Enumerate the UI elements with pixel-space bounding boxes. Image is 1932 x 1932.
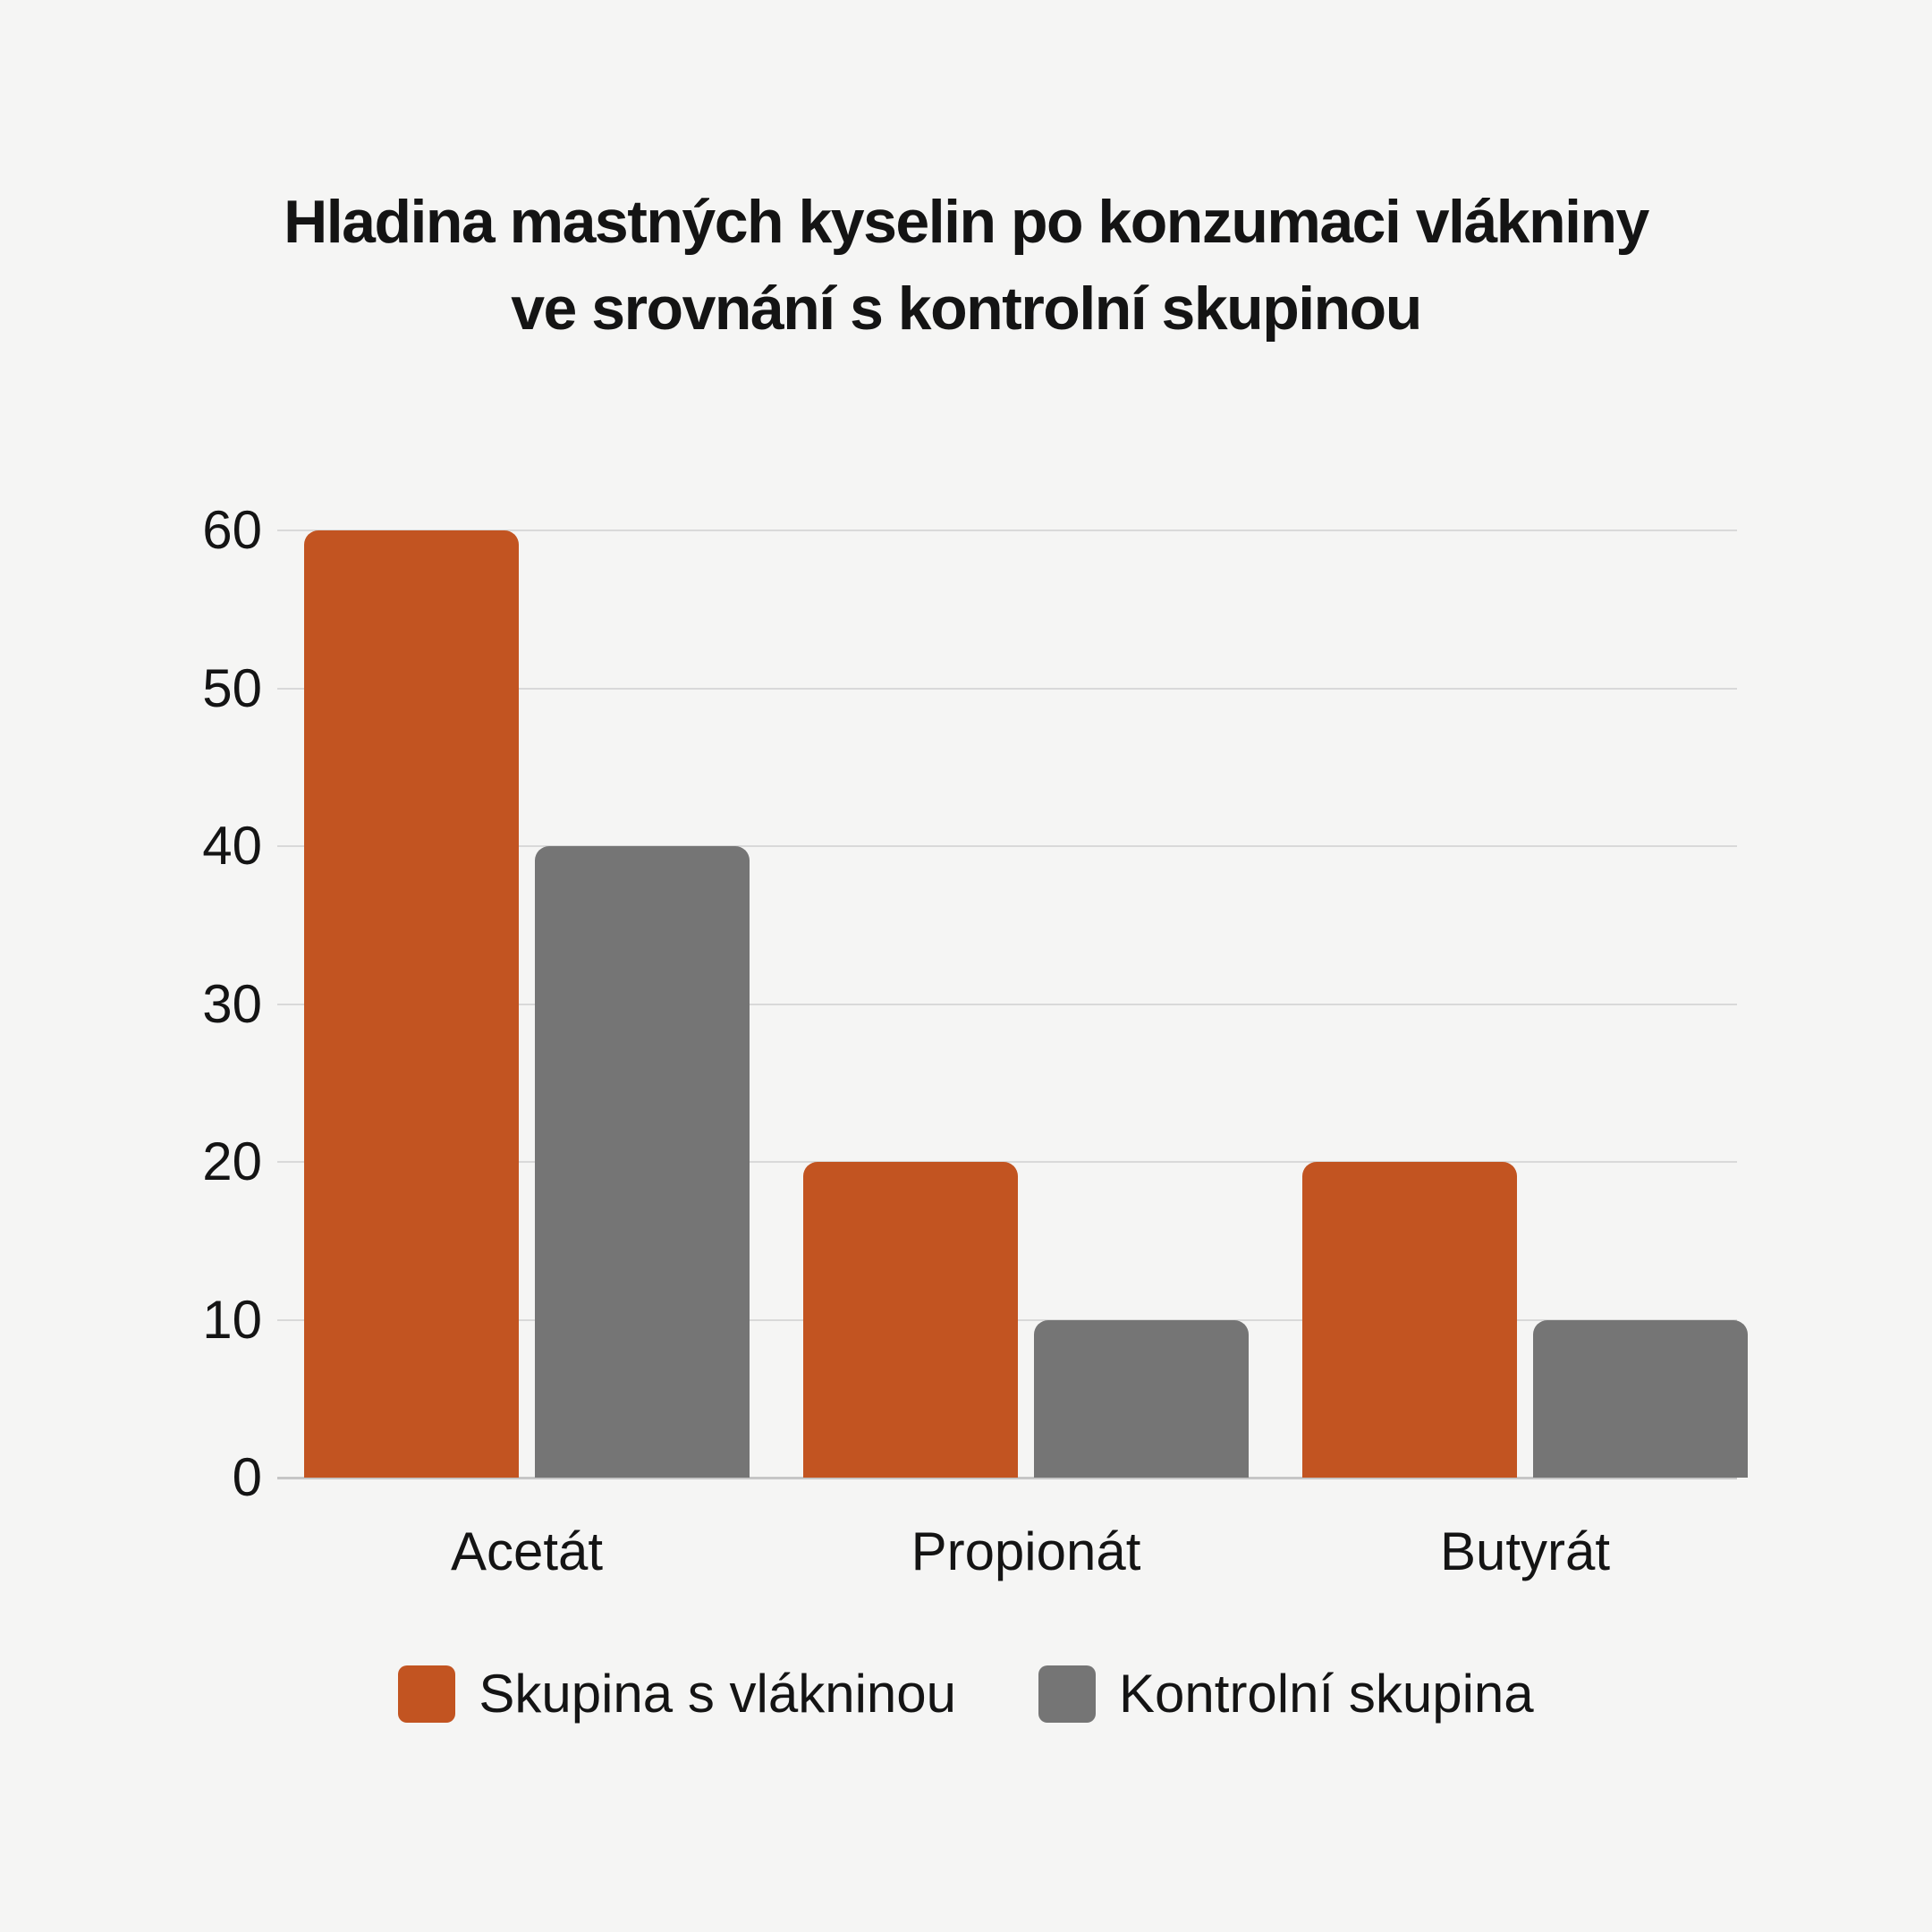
bar-propionát-series-2 <box>1034 1319 1249 1478</box>
bar-butyrát-series-1 <box>1302 1162 1517 1478</box>
legend-swatch-icon <box>1038 1665 1097 1723</box>
legend-label-2: Kontrolní skupina <box>1119 1664 1534 1724</box>
y-tick-label-0: 0 <box>232 1447 262 1507</box>
gridline-50 <box>277 687 1737 690</box>
y-tick-label-20: 20 <box>202 1131 262 1191</box>
bar-butyrát-series-2 <box>1533 1319 1748 1478</box>
gridline-0 <box>277 1477 1737 1479</box>
y-tick-label-50: 50 <box>202 657 262 718</box>
legend-swatch-icon <box>398 1665 456 1723</box>
chart-title-line-2: ve srovnání s kontrolní skupinou <box>511 274 1422 343</box>
legend: Skupina s vlákninou Kontrolní skupina <box>0 1665 1932 1723</box>
y-tick-label-60: 60 <box>202 500 262 560</box>
chart-title: Hladina mastných kyselin po konzumaci vl… <box>0 179 1932 352</box>
y-tick-label-40: 40 <box>202 816 262 876</box>
x-axis-label-acetát: Acetát <box>450 1521 604 1581</box>
gridline-60 <box>277 530 1737 531</box>
gridline-30 <box>277 1003 1737 1005</box>
y-tick-label-10: 10 <box>202 1289 262 1350</box>
legend-item-2: Kontrolní skupina <box>1038 1665 1534 1723</box>
chart-title-line-1: Hladina mastných kyselin po konzumaci vl… <box>284 188 1649 256</box>
y-tick-label-30: 30 <box>202 973 262 1034</box>
x-axis-label-butyrát: Butyrát <box>1439 1521 1611 1581</box>
legend-item-1: Skupina s vlákninou <box>398 1665 956 1723</box>
gridline-40 <box>277 845 1737 847</box>
bar-acetát-series-2 <box>535 846 750 1478</box>
legend-label-1: Skupina s vlákninou <box>479 1664 957 1724</box>
bar-acetát-series-1 <box>304 530 519 1478</box>
x-axis-label-propionát: Propionát <box>911 1521 1141 1581</box>
bar-propionát-series-1 <box>803 1162 1018 1478</box>
